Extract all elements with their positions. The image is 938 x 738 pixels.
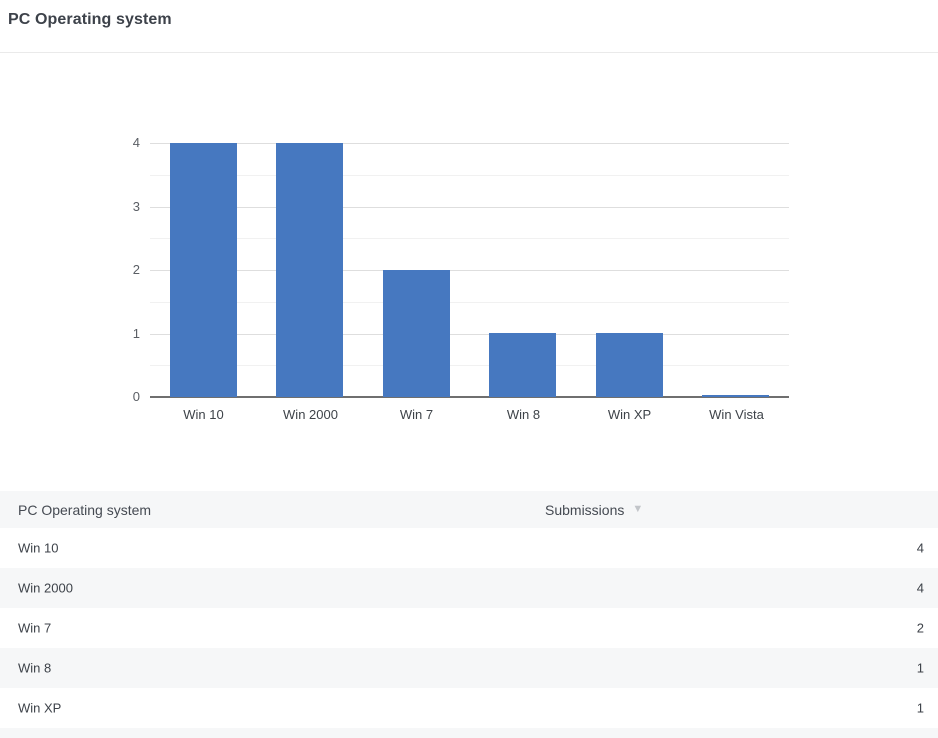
- row-submissions-value: 4: [916, 540, 924, 556]
- y-axis-tick-label: 4: [132, 135, 140, 150]
- gridline-minor: [150, 365, 789, 366]
- table-row: Win 8 1: [0, 648, 938, 688]
- row-submissions-value: 2: [916, 620, 924, 636]
- table-row: Win 7 2: [0, 608, 938, 648]
- x-axis-line: [150, 396, 789, 398]
- row-os-label: Win XP: [18, 700, 62, 716]
- table-row: Win 2000 4: [0, 568, 938, 608]
- column-header-submissions-label: Submissions: [545, 501, 625, 518]
- header-divider: [0, 52, 938, 53]
- bar-win-10[interactable]: [170, 143, 237, 397]
- table-row-partial: [0, 728, 938, 738]
- results-table: PC Operating system Submissions ▼ Win 10…: [0, 491, 938, 738]
- gridline-major: [150, 270, 789, 271]
- gridline-minor: [150, 238, 789, 239]
- column-header-submissions[interactable]: Submissions ▼: [545, 502, 643, 518]
- table-row: Win XP 1: [0, 688, 938, 728]
- bar-win-8[interactable]: [489, 333, 556, 397]
- gridline-minor: [150, 175, 789, 176]
- x-axis-category-label: Win 7: [399, 407, 434, 422]
- x-axis-category-label: Win 8: [506, 407, 541, 422]
- row-os-label: Win 7: [18, 620, 52, 636]
- bar-win-7[interactable]: [383, 270, 450, 397]
- sort-descending-icon: ▼: [632, 503, 644, 515]
- table-header-row: PC Operating system Submissions ▼: [0, 491, 938, 528]
- bar-chart: 0 1 2 3 4 Win 10 Win 2000 Win 7 Win 8 Win XP Win V…: [132, 135, 789, 422]
- page-title: PC Operating system: [8, 11, 172, 28]
- y-axis-tick-label: 0: [132, 389, 140, 404]
- x-axis-category-label: Win 10: [183, 407, 224, 422]
- y-axis-tick-label: 1: [132, 326, 140, 341]
- gridline-major: [150, 334, 789, 335]
- bar-win-2000[interactable]: [276, 143, 343, 397]
- gridline-major: [150, 143, 789, 144]
- bar-win-vista[interactable]: [702, 395, 769, 397]
- row-os-label: Win 2000: [18, 580, 73, 596]
- table-body: Win 10 4 Win 2000 4 Win 7 2 Win 8 1 Win XP 1: [0, 528, 938, 728]
- column-header-os[interactable]: PC Operating system: [18, 501, 152, 518]
- x-axis-category-label: Win 2000: [283, 407, 338, 422]
- x-axis-category-label: Win Vista: [709, 407, 764, 422]
- row-submissions-value: 1: [916, 700, 924, 716]
- gridline-minor: [150, 302, 789, 303]
- y-axis-tick-label: 2: [132, 262, 140, 277]
- row-os-label: Win 10: [18, 540, 59, 556]
- table-row: Win 10 4: [0, 528, 938, 568]
- bar-win-xp[interactable]: [596, 333, 663, 397]
- y-axis-tick-label: 3: [132, 199, 140, 214]
- row-submissions-value: 1: [916, 660, 924, 676]
- row-submissions-value: 4: [916, 580, 924, 596]
- x-axis-category-label: Win XP: [607, 407, 652, 422]
- row-os-label: Win 8: [18, 660, 52, 676]
- gridline-major: [150, 207, 789, 208]
